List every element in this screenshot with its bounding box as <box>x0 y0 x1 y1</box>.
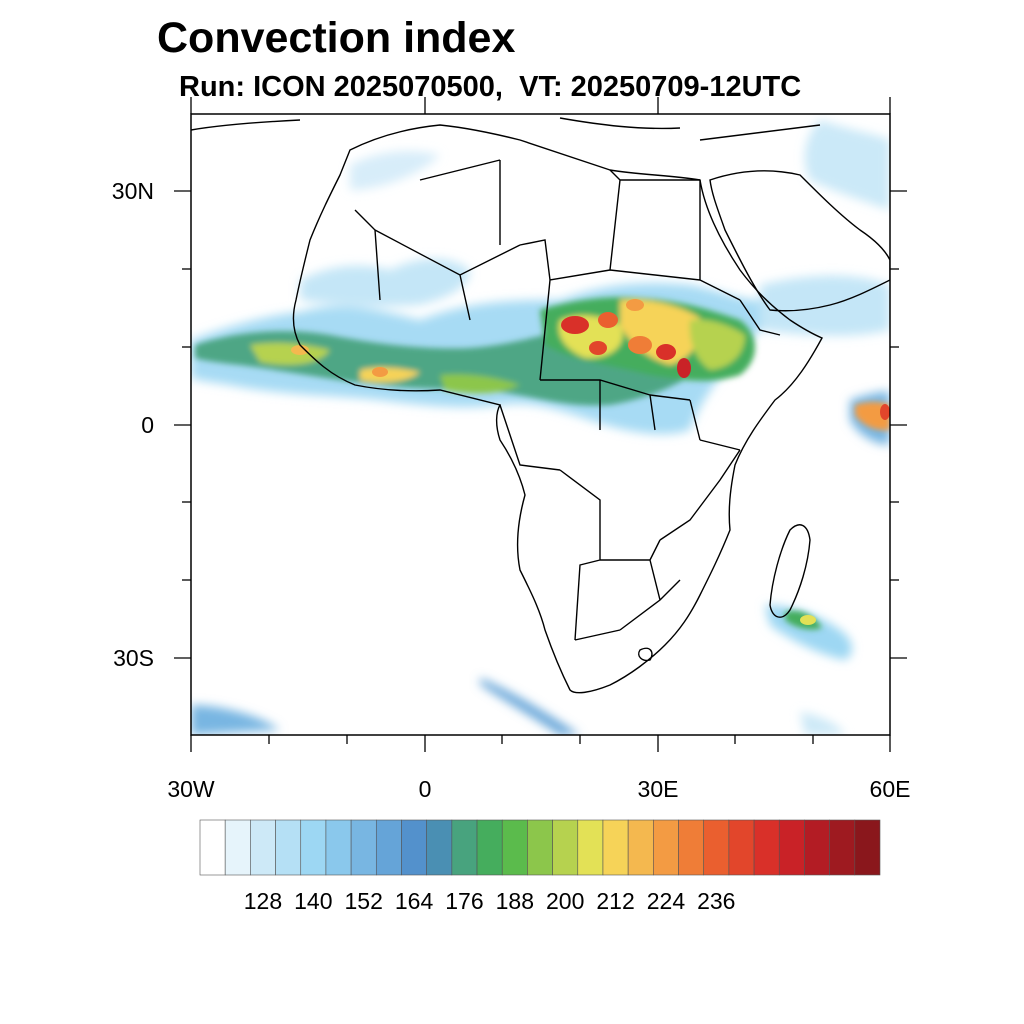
colorbar-swatch <box>577 819 604 876</box>
lat-label-30s: 30S <box>113 645 154 671</box>
colorbar-swatch <box>804 819 830 876</box>
colorbar <box>199 819 881 876</box>
colorbar-swatch <box>703 819 730 876</box>
colorbar-swatch <box>476 819 503 876</box>
lon-label-30w: 30W <box>167 776 215 802</box>
colorbar-tick-label: 152 <box>344 888 383 914</box>
colorbar-tick-label: 164 <box>394 888 434 914</box>
colorbar-swatch <box>527 819 553 876</box>
colorbar-swatch <box>854 819 881 876</box>
colorbar-swatch <box>728 819 755 876</box>
colorbar-swatch <box>602 819 629 876</box>
colorbar-swatch <box>350 819 377 876</box>
colorbar-tick-label: 176 <box>445 888 484 914</box>
colorbar-swatch <box>753 819 780 876</box>
colorbar-swatch <box>653 819 679 876</box>
convection-hot <box>291 299 890 625</box>
lon-label-0: 0 <box>418 776 432 802</box>
colorbar-swatch <box>426 819 453 876</box>
colorbar-tick-label: 224 <box>646 888 686 914</box>
colorbar-swatch <box>199 819 226 876</box>
colorbar-swatch <box>325 819 352 876</box>
colorbar-tick-label: 140 <box>294 888 333 914</box>
convection-light <box>191 120 890 735</box>
colorbar-tick-label: 212 <box>596 888 635 914</box>
colorbar-tick-label: 188 <box>495 888 534 914</box>
chart-title: Convection index <box>157 14 516 62</box>
lat-label-0: 0 <box>141 412 154 438</box>
colorbar-swatch <box>451 819 478 876</box>
colorbar-swatch <box>627 819 654 876</box>
lat-label-30n: 30N <box>111 178 154 204</box>
convection-field <box>191 120 890 735</box>
colorbar-swatch <box>375 819 402 876</box>
colorbar-tick-label: 236 <box>697 888 736 914</box>
colorbar-tick-label: 128 <box>243 888 283 914</box>
colorbar-swatch <box>250 819 276 876</box>
colorbar-swatch <box>401 819 427 876</box>
lon-label-30e: 30E <box>637 776 679 802</box>
colorbar-tick-label: 200 <box>545 888 585 914</box>
colorbar-swatch <box>829 819 856 876</box>
colorbar-swatch <box>275 819 302 876</box>
colorbar-swatch <box>678 819 705 876</box>
colorbar-swatch <box>552 819 579 876</box>
chart-subtitle: Run: ICON 2025070500, VT: 20250709-12UTC <box>179 71 802 103</box>
colorbar-swatch <box>224 819 251 876</box>
colorbar-swatch <box>778 819 805 876</box>
lon-label-60e: 60E <box>869 776 911 802</box>
colorbar-swatch <box>300 819 327 876</box>
plot-frame <box>174 97 907 752</box>
colorbar-swatch <box>501 819 528 876</box>
coastlines <box>191 117 890 694</box>
